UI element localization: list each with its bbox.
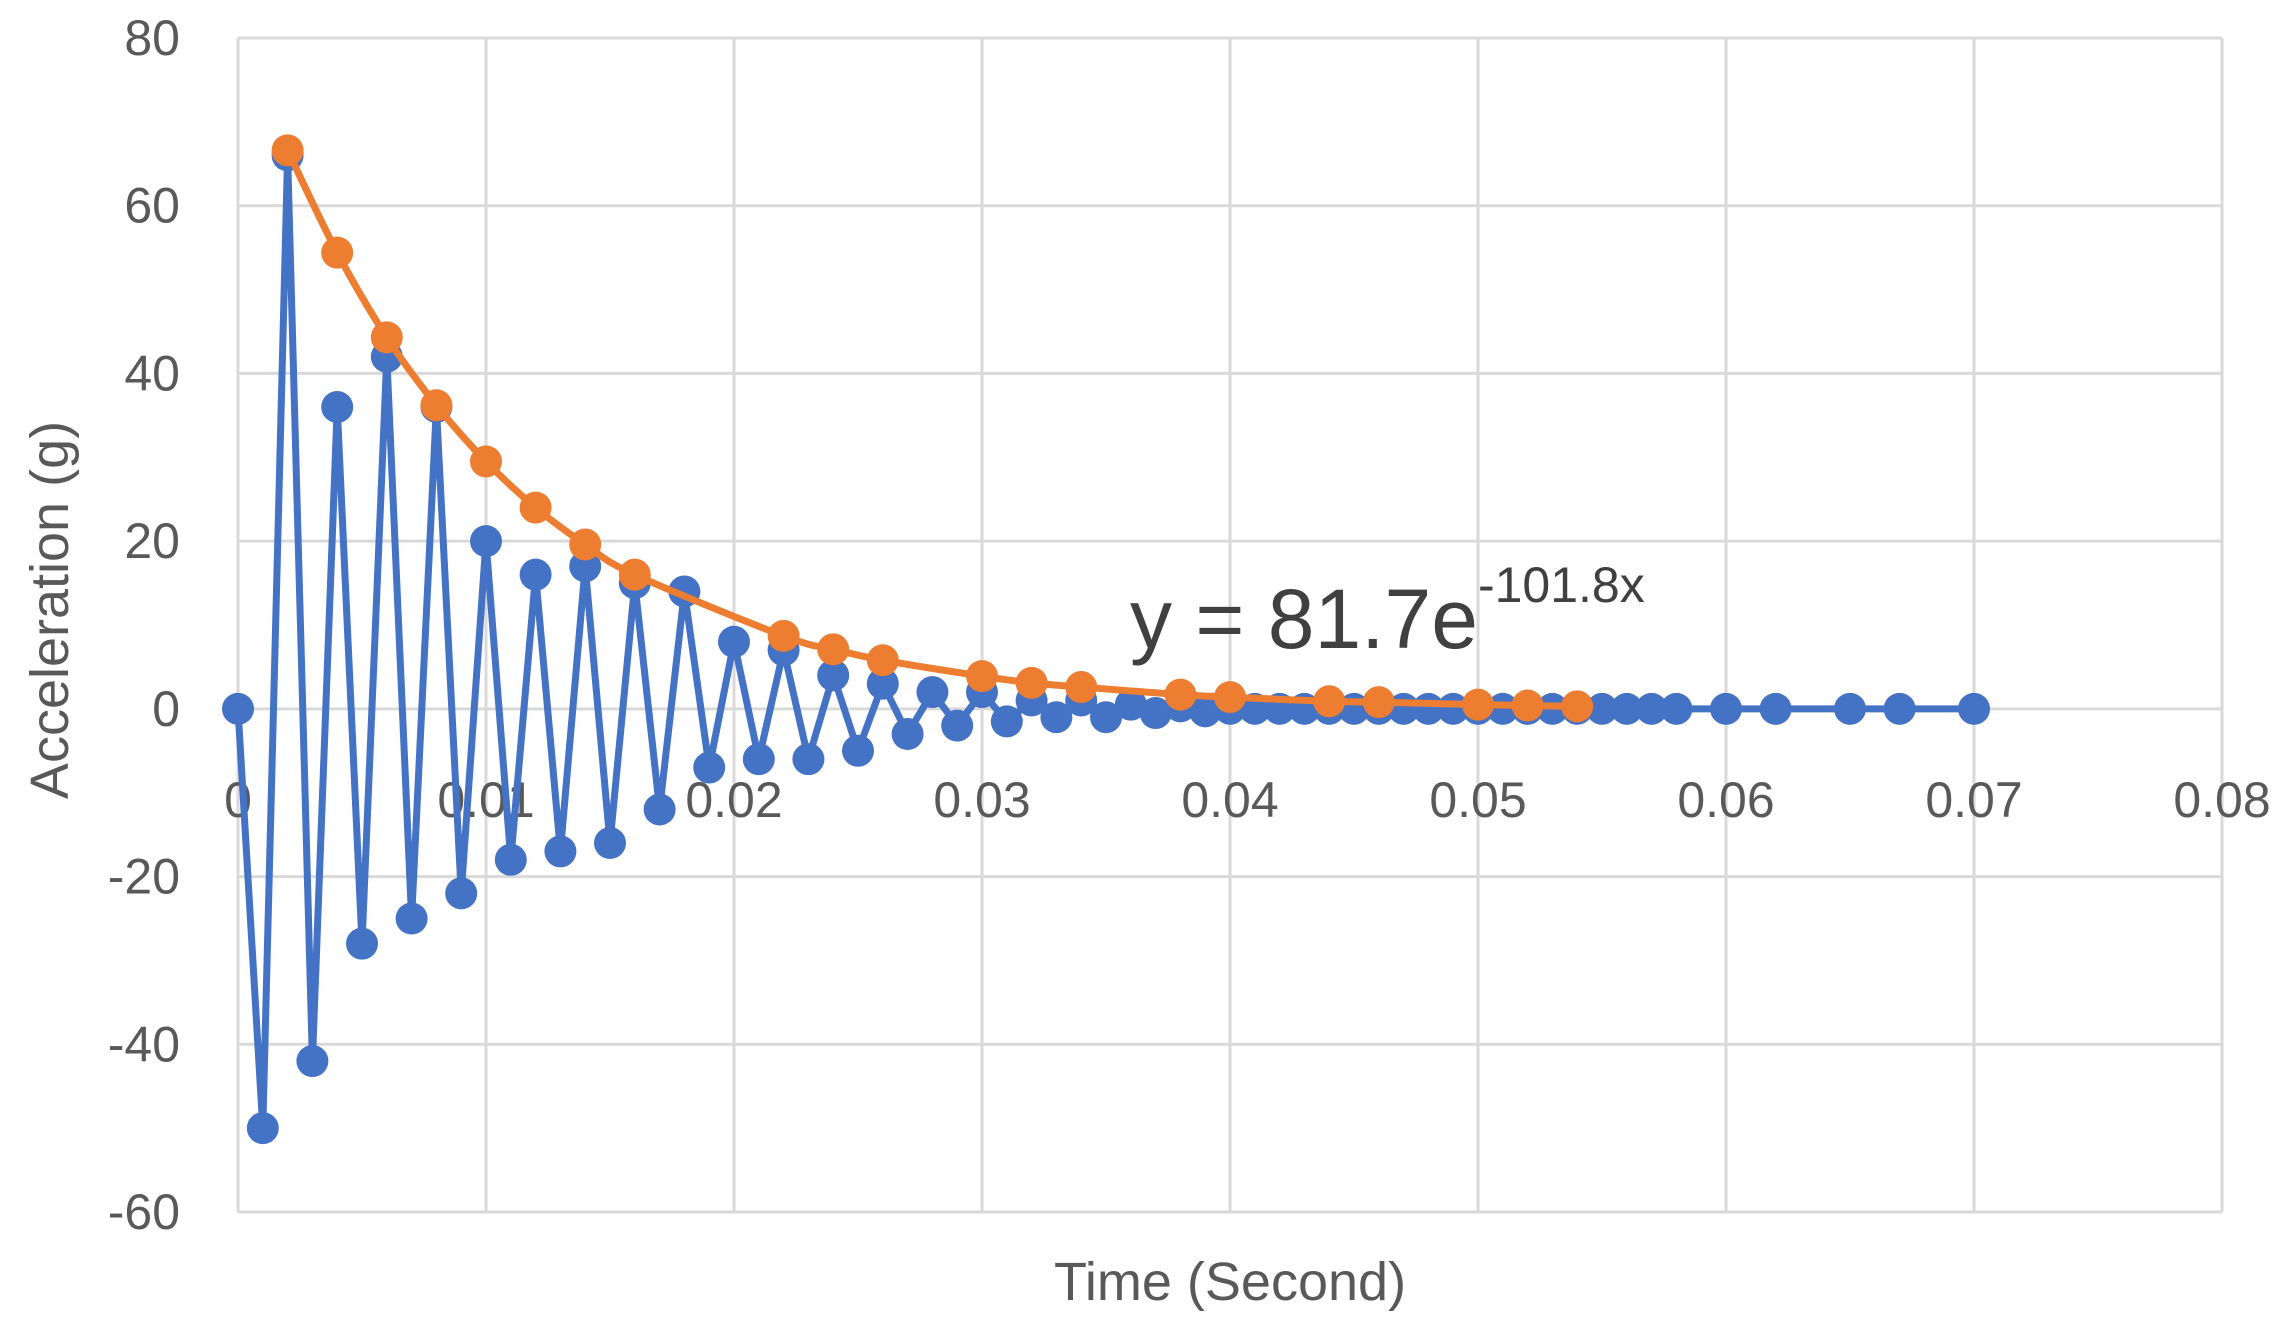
- data-point: [1164, 678, 1197, 711]
- x-tick-label: 0.03: [933, 772, 1030, 828]
- data-point: [271, 134, 304, 167]
- x-tick-label: 0.04: [1181, 772, 1278, 828]
- x-tick-label: 0.07: [1925, 772, 2022, 828]
- y-tick-label: -20: [108, 849, 180, 905]
- data-point: [1362, 686, 1395, 719]
- data-point: [519, 491, 552, 524]
- data-point: [966, 660, 998, 693]
- data-point: [594, 827, 626, 860]
- series-2: [271, 134, 1594, 723]
- data-point: [1511, 689, 1544, 722]
- y-tick-label: 40: [124, 345, 180, 401]
- data-point: [1015, 666, 1048, 699]
- data-point: [693, 751, 726, 784]
- data-point: [718, 625, 750, 658]
- data-point: [866, 667, 899, 700]
- data-point: [817, 633, 850, 666]
- data-point: [470, 445, 502, 478]
- data-point: [370, 321, 403, 354]
- data-point: [941, 709, 974, 742]
- data-point: [1660, 692, 1693, 725]
- data-point: [544, 835, 577, 868]
- data-point: [1586, 692, 1618, 725]
- data-point: [643, 793, 676, 826]
- data-point: [1834, 692, 1866, 725]
- data-point: [866, 644, 899, 677]
- data-point: [1313, 685, 1346, 718]
- data-point: [519, 558, 552, 591]
- x-axis-title: Time (Second): [1054, 1252, 1406, 1312]
- data-point: [1114, 688, 1147, 721]
- trendline-equation-base: y = 81.7e: [1130, 572, 1478, 666]
- data-point: [842, 734, 874, 767]
- data-point: [395, 902, 428, 935]
- data-point: [494, 843, 527, 876]
- data-point: [420, 389, 453, 422]
- x-tick-label: 0.08: [2173, 772, 2270, 828]
- trendline-equation-exponent: -101.8x: [1478, 557, 1645, 613]
- data-point: [891, 718, 924, 751]
- data-point: [1635, 692, 1668, 725]
- y-tick-label: 0: [152, 681, 180, 737]
- data-point: [817, 659, 850, 692]
- data-point: [246, 1112, 279, 1145]
- data-point: [321, 390, 354, 423]
- y-axis-tick-labels: -60 -40 -20 0 20 40 60 80: [108, 10, 180, 1240]
- data-point: [1040, 701, 1073, 734]
- data-point: [1958, 692, 1990, 725]
- data-point: [569, 528, 602, 561]
- x-axis-tick-labels: 0 0.01 0.02 0.03 0.04 0.05 0.06 0.07 0.08: [224, 772, 2271, 828]
- y-tick-label: -60: [108, 1184, 180, 1240]
- data-point: [1759, 692, 1792, 725]
- data-point: [296, 1045, 329, 1078]
- data-point: [470, 525, 502, 558]
- data-point: [618, 558, 651, 591]
- data-point: [346, 927, 378, 960]
- data-point: [990, 705, 1023, 738]
- data-point: [1486, 692, 1519, 725]
- data-point: [916, 676, 949, 709]
- data-point: [1610, 692, 1643, 725]
- data-point: [1462, 688, 1494, 721]
- data-point: [222, 692, 254, 725]
- data-point: [1090, 701, 1122, 734]
- data-point: [1065, 671, 1098, 704]
- y-tick-label: 20: [124, 513, 180, 569]
- trendline-equation: y = 81.7e-101.8x: [1130, 557, 1645, 666]
- data-point: [321, 236, 354, 269]
- data-point: [1214, 681, 1246, 714]
- data-point: [1883, 692, 1916, 725]
- y-tick-label: 60: [124, 178, 180, 234]
- data-point: [792, 743, 825, 776]
- data-point: [1561, 690, 1594, 723]
- gridlines: [236, 36, 2224, 1214]
- plot-series: [222, 134, 1990, 1145]
- data-point: [1189, 695, 1222, 728]
- data-point: [1710, 692, 1742, 725]
- series-line: [234, 151, 1974, 1132]
- y-tick-label: 80: [124, 10, 180, 66]
- x-tick-label: 0.05: [1429, 772, 1526, 828]
- y-tick-label: -40: [108, 1016, 180, 1072]
- data-point: [742, 743, 775, 776]
- data-point: [1139, 697, 1172, 730]
- data-point: [445, 877, 478, 910]
- data-point: [767, 619, 800, 652]
- x-tick-label: 0.06: [1677, 772, 1774, 828]
- y-axis-title: Acceleration (g): [20, 421, 80, 799]
